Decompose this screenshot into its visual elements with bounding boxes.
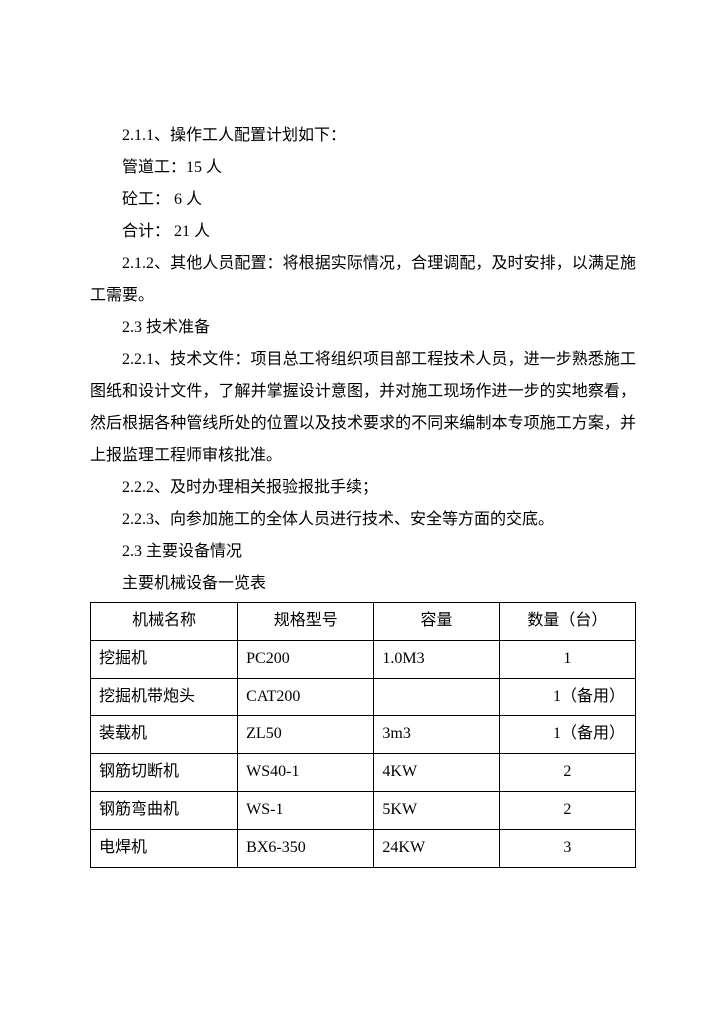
section-heading: 2.3 技术准备 <box>90 312 636 344</box>
cell-qty: 1（备用） <box>499 716 635 754</box>
paragraph: 2.2.2、及时办理相关报验报批手续； <box>90 472 636 504</box>
table-row: 装载机 ZL50 3m3 1（备用） <box>91 716 636 754</box>
paragraph: 2.2.3、向参加施工的全体人员进行技术、安全等方面的交底。 <box>90 504 636 536</box>
cell-qty: 1（备用） <box>499 678 635 716</box>
table-caption: 主要机械设备一览表 <box>90 568 636 600</box>
cell-spec: WS40-1 <box>238 754 374 792</box>
section-heading: 2.3 主要设备情况 <box>90 536 636 568</box>
cell-spec: ZL50 <box>238 716 374 754</box>
cell-spec: WS-1 <box>238 791 374 829</box>
equipment-table: 机械名称 规格型号 容量 数量（台） 挖掘机 PC200 1.0M3 1 挖掘机… <box>90 602 636 868</box>
cell-cap <box>374 678 499 716</box>
table-row: 挖掘机 PC200 1.0M3 1 <box>91 640 636 678</box>
paragraph: 管道工：15 人 <box>90 152 636 184</box>
cell-cap: 4KW <box>374 754 499 792</box>
cell-spec: BX6-350 <box>238 829 374 867</box>
table-row: 电焊机 BX6-350 24KW 3 <box>91 829 636 867</box>
paragraph: 2.2.1、技术文件：项目总工将组织项目部工程技术人员，进一步熟悉施工图纸和设计… <box>90 344 636 472</box>
table-header-capacity: 容量 <box>374 603 499 641</box>
cell-cap: 3m3 <box>374 716 499 754</box>
table-header-row: 机械名称 规格型号 容量 数量（台） <box>91 603 636 641</box>
cell-name: 电焊机 <box>91 829 238 867</box>
cell-name: 挖掘机带炮头 <box>91 678 238 716</box>
table-header-qty: 数量（台） <box>499 603 635 641</box>
cell-name: 钢筋弯曲机 <box>91 791 238 829</box>
cell-cap: 24KW <box>374 829 499 867</box>
cell-qty: 1 <box>499 640 635 678</box>
cell-cap: 5KW <box>374 791 499 829</box>
page-content: 2.1.1、操作工人配置计划如下： 管道工：15 人 砼工： 6 人 合计： 2… <box>0 0 726 928</box>
paragraph: 2.1.1、操作工人配置计划如下： <box>90 120 636 152</box>
cell-qty: 2 <box>499 754 635 792</box>
cell-spec: CAT200 <box>238 678 374 716</box>
paragraph: 砼工： 6 人 <box>90 184 636 216</box>
table-row: 钢筋切断机 WS40-1 4KW 2 <box>91 754 636 792</box>
table-header-spec: 规格型号 <box>238 603 374 641</box>
paragraph: 合计： 21 人 <box>90 216 636 248</box>
table-row: 挖掘机带炮头 CAT200 1（备用） <box>91 678 636 716</box>
cell-name: 装载机 <box>91 716 238 754</box>
cell-spec: PC200 <box>238 640 374 678</box>
cell-cap: 1.0M3 <box>374 640 499 678</box>
table-row: 钢筋弯曲机 WS-1 5KW 2 <box>91 791 636 829</box>
cell-name: 挖掘机 <box>91 640 238 678</box>
cell-qty: 3 <box>499 829 635 867</box>
table-header-name: 机械名称 <box>91 603 238 641</box>
paragraph: 2.1.2、其他人员配置：将根据实际情况，合理调配，及时安排，以满足施工需要。 <box>90 248 636 312</box>
cell-name: 钢筋切断机 <box>91 754 238 792</box>
cell-qty: 2 <box>499 791 635 829</box>
